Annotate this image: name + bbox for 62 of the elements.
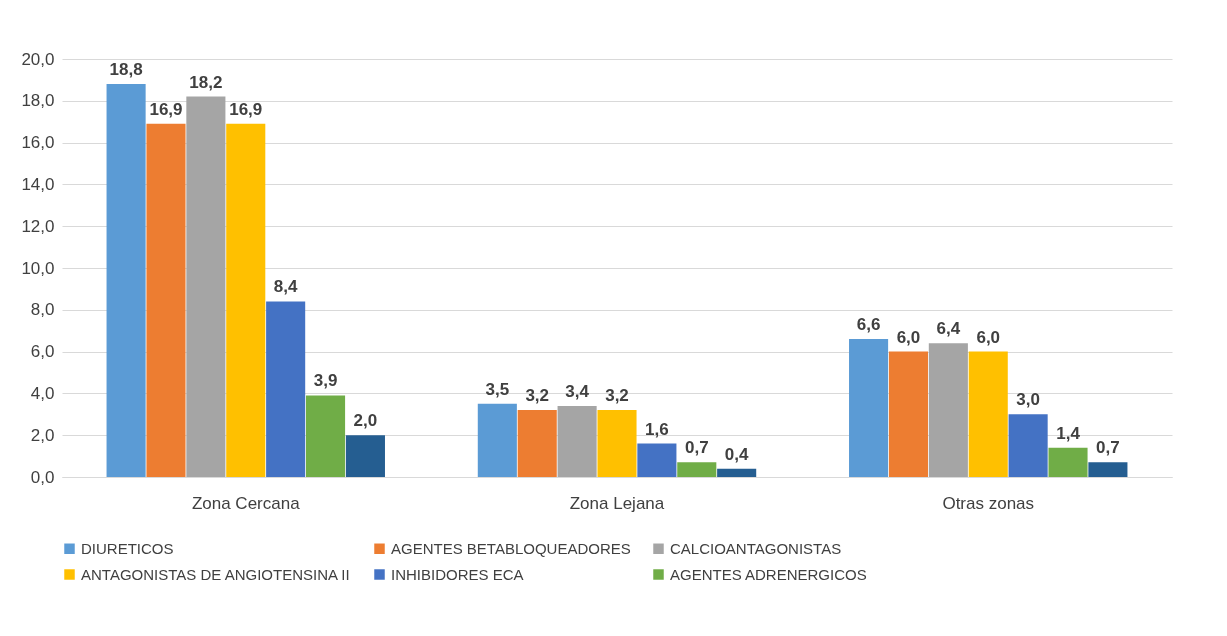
bar <box>717 468 757 477</box>
data-label: 2,0 <box>353 411 378 431</box>
data-label: 3,2 <box>605 386 629 406</box>
x-tick-label: Otras zonas <box>942 493 1035 513</box>
bar <box>226 123 266 477</box>
bar <box>345 435 385 477</box>
bar <box>1048 447 1088 477</box>
bar <box>1008 414 1048 477</box>
bar <box>849 339 889 477</box>
bar <box>186 96 226 477</box>
legend-label: ANTAGONISTAS DE ANGIOTENSINA II <box>81 565 350 583</box>
data-label: 0,7 <box>684 438 709 458</box>
data-label: 6,0 <box>976 327 1001 347</box>
bar <box>477 403 517 477</box>
data-label: 1,4 <box>1056 423 1081 443</box>
data-label: 6,0 <box>896 327 921 347</box>
bar <box>888 351 928 477</box>
y-tick-label: 2,0 <box>30 425 55 445</box>
y-tick-label: 18,0 <box>21 91 55 111</box>
bar <box>928 343 968 477</box>
bar <box>677 462 717 477</box>
y-tick-label: 10,0 <box>21 258 55 278</box>
bar <box>968 351 1008 477</box>
data-label: 16,9 <box>149 99 183 119</box>
y-tick-label: 6,0 <box>30 342 55 362</box>
bar <box>306 395 346 477</box>
legend-label: INHIBIDORES ECA <box>391 565 524 583</box>
data-label: 3,4 <box>565 381 590 401</box>
y-tick-label: 8,0 <box>30 300 55 320</box>
data-label: 0,7 <box>1096 438 1120 458</box>
data-label: 3,0 <box>1016 390 1040 410</box>
bar <box>266 301 306 477</box>
bar <box>146 123 186 477</box>
bar <box>557 405 597 477</box>
data-label: 6,6 <box>856 315 881 335</box>
legend-label: DIURETICOS <box>81 539 174 557</box>
data-label: 1,6 <box>645 419 669 439</box>
data-label: 0,4 <box>724 444 750 464</box>
bar <box>597 410 637 477</box>
x-tick-label: Zona Lejana <box>569 493 665 513</box>
legend-label: AGENTES ADRENERGICOS <box>670 565 867 583</box>
y-tick-label: 4,0 <box>30 383 55 403</box>
bar <box>637 443 677 477</box>
y-tick-label: 12,0 <box>21 216 55 236</box>
y-tick-label: 16,0 <box>21 133 55 153</box>
data-label: 3,9 <box>313 371 338 391</box>
data-label: 6,4 <box>936 319 961 339</box>
y-tick-label: 0,0 <box>30 467 55 487</box>
data-label: 18,8 <box>109 60 143 80</box>
legend-label: CALCIOANTAGONISTAS <box>670 539 842 557</box>
data-label: 16,9 <box>229 99 263 119</box>
y-tick-label: 20,0 <box>21 49 55 69</box>
data-label: 18,2 <box>189 72 223 92</box>
y-tick-label: 14,0 <box>21 174 55 194</box>
bar <box>106 84 146 477</box>
data-label: 8,4 <box>273 277 299 297</box>
legend-label: AGENTES BETABLOQUEADORES <box>391 539 631 557</box>
data-label: 3,5 <box>485 379 510 399</box>
bar <box>517 410 557 477</box>
data-label: 3,2 <box>525 386 550 406</box>
bar <box>1088 462 1128 477</box>
x-tick-label: Zona Cercana <box>191 493 301 513</box>
